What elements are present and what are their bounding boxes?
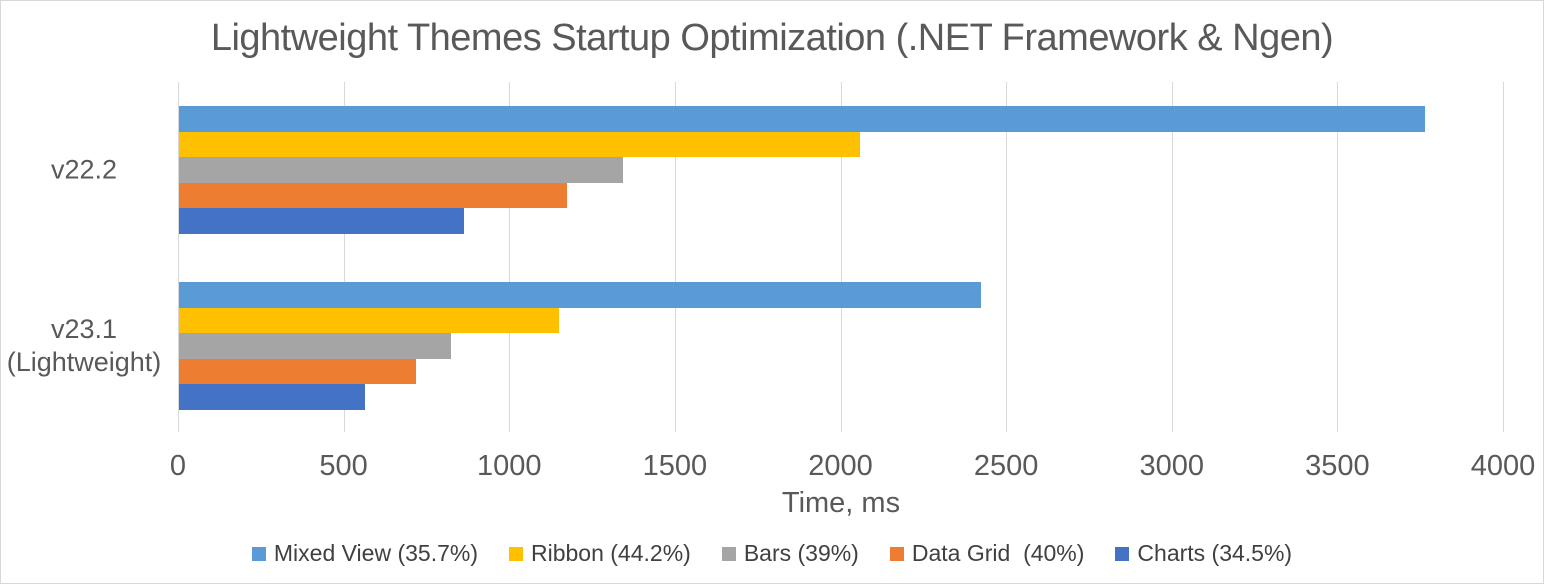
legend-marker-icon: [1115, 546, 1130, 561]
legend-item-3: Bars (39%): [721, 540, 859, 567]
bar-series1-cat2: [179, 282, 981, 308]
legend-label: Mixed View (35.7%): [273, 540, 478, 566]
tick-label-1500: 1500: [642, 450, 708, 482]
chart-title: Lightweight Themes Startup Optimization …: [210, 17, 1334, 59]
legend-label: Charts (34.5%): [1137, 540, 1293, 566]
x-axis-title: Time, ms: [781, 487, 901, 519]
gridline-1000: [509, 82, 511, 432]
tick-label-0: 0: [169, 450, 187, 482]
bar-series2-cat1: [179, 131, 860, 157]
legend-item-1: Mixed View (35.7%): [251, 540, 478, 567]
gridline-3000: [1171, 82, 1173, 432]
tick-label-1000: 1000: [476, 450, 542, 482]
legend-label: Ribbon (44.2%): [531, 540, 691, 566]
legend-label: Data Grid (40%): [911, 540, 1085, 566]
gridline-0: [178, 82, 179, 432]
bar-series4-cat2: [179, 358, 416, 384]
bar-series3-cat1: [179, 157, 623, 183]
legend-marker-icon: [721, 546, 736, 561]
legend-marker-icon: [251, 546, 266, 561]
legend-item-5: Charts (34.5%): [1115, 540, 1292, 567]
category-label-2: v23.1 (Lightweight): [6, 313, 162, 377]
plot-area: [178, 82, 1504, 432]
tick-label-2500: 2500: [973, 450, 1039, 482]
gridline-1500: [674, 82, 676, 432]
gridline-500: [343, 82, 345, 432]
bar-series4-cat1: [179, 182, 568, 208]
gridline-2500: [1006, 82, 1008, 432]
tick-label-3000: 3000: [1139, 450, 1205, 482]
legend-item-4: Data Grid (40%): [889, 540, 1085, 567]
tick-label-4000: 4000: [1470, 450, 1536, 482]
legend-label: Bars (39%): [743, 540, 859, 566]
bar-series5-cat2: [179, 384, 366, 410]
tick-label-500: 500: [319, 450, 368, 482]
legend: Mixed View (35.7%) Ribbon (44.2%) Bars (39…: [1, 540, 1543, 567]
bar-series2-cat2: [179, 307, 559, 333]
bar-series5-cat1: [179, 208, 465, 234]
legend-marker-icon: [509, 546, 523, 561]
legend-marker-icon: [889, 546, 904, 561]
tick-label-2000: 2000: [808, 450, 873, 482]
tick-label-3500: 3500: [1305, 450, 1370, 482]
gridline-3500: [1337, 82, 1339, 432]
bar-series3-cat2: [179, 333, 452, 359]
category-label-1: v22.2: [50, 154, 118, 185]
legend-item-2: Ribbon (44.2%): [509, 540, 691, 567]
gridline-4000: [1503, 82, 1504, 432]
bar-series1-cat1: [179, 106, 1425, 132]
gridline-2000: [840, 82, 842, 432]
